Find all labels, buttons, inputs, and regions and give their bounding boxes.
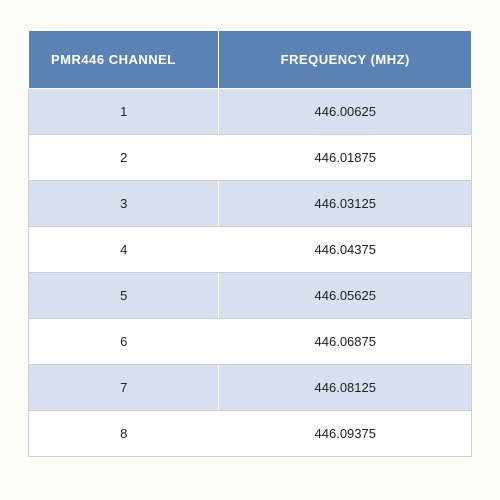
cell-frequency: 446.01875: [219, 135, 472, 181]
cell-frequency: 446.03125: [219, 181, 472, 227]
cell-channel: 4: [29, 227, 219, 273]
cell-frequency: 446.06875: [219, 319, 472, 365]
cell-frequency: 446.09375: [219, 411, 472, 457]
cell-channel: 6: [29, 319, 219, 365]
cell-channel: 2: [29, 135, 219, 181]
cell-channel: 3: [29, 181, 219, 227]
cell-channel: 1: [29, 89, 219, 135]
table-row: 2 446.01875: [29, 135, 472, 181]
table-row: 7 446.08125: [29, 365, 472, 411]
cell-frequency: 446.05625: [219, 273, 472, 319]
table-row: 4 446.04375: [29, 227, 472, 273]
column-header-channel: PMR446 CHANNEL: [29, 31, 219, 89]
table-row: 6 446.06875: [29, 319, 472, 365]
column-header-frequency: FREQUENCY (MHZ): [219, 31, 472, 89]
cell-channel: 5: [29, 273, 219, 319]
table-header-row: PMR446 CHANNEL FREQUENCY (MHZ): [29, 31, 472, 89]
table-row: 3 446.03125: [29, 181, 472, 227]
cell-channel: 8: [29, 411, 219, 457]
table-body: 1 446.00625 2 446.01875 3 446.03125 4 44…: [29, 89, 472, 457]
cell-frequency: 446.04375: [219, 227, 472, 273]
table-row: 8 446.09375: [29, 411, 472, 457]
cell-frequency: 446.08125: [219, 365, 472, 411]
table-row: 5 446.05625: [29, 273, 472, 319]
frequency-table: PMR446 CHANNEL FREQUENCY (MHZ) 1 446.006…: [28, 30, 472, 457]
table-row: 1 446.00625: [29, 89, 472, 135]
cell-channel: 7: [29, 365, 219, 411]
cell-frequency: 446.00625: [219, 89, 472, 135]
